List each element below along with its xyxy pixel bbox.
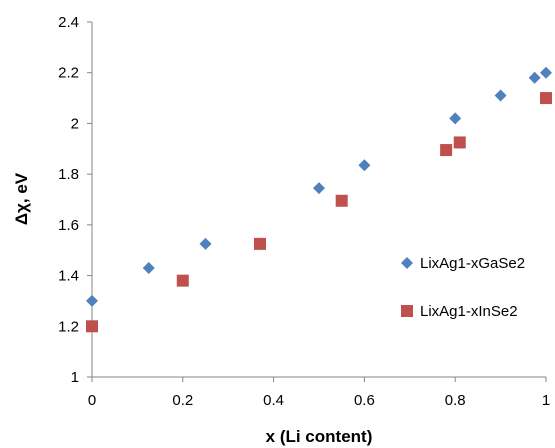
x-axis-title: x (Li content)	[266, 427, 373, 446]
y-tick-label: 1	[71, 369, 79, 386]
legend-marker-series-2	[401, 305, 413, 317]
y-tick-label: 2.2	[58, 65, 79, 82]
data-point-series-1	[494, 89, 507, 102]
legend-label-series-2: LixAg1-xInSe2	[420, 303, 518, 320]
y-axis-title: Δχ, eV	[12, 172, 31, 225]
data-point-series-1	[313, 182, 325, 195]
y-tick-label: 1.6	[58, 217, 79, 234]
data-point-series-1	[528, 71, 541, 84]
data-point-series-1	[449, 112, 462, 125]
data-point-series-1	[358, 159, 371, 172]
y-tick-label: 1.8	[58, 166, 79, 183]
x-tick-label: 0.2	[172, 392, 193, 409]
data-point-series-1	[199, 237, 212, 250]
data-point-series-2	[176, 274, 189, 287]
axes	[91, 22, 546, 378]
data-points	[86, 66, 552, 333]
data-point-series-2	[453, 136, 466, 149]
y-tick-label: 2	[71, 115, 79, 132]
data-point-series-2	[540, 92, 552, 105]
y-tick-label: 1.4	[58, 268, 79, 285]
x-tick-label: 0	[88, 392, 96, 409]
data-point-series-1	[142, 261, 155, 274]
data-point-series-2	[335, 194, 348, 207]
data-point-series-2	[253, 237, 266, 250]
legend-marker-series-1	[401, 257, 413, 269]
data-point-series-2	[440, 144, 453, 157]
y-tick-label: 1.2	[58, 318, 79, 335]
x-tick-label: 0.8	[445, 392, 466, 409]
legend-label-series-1: LixAg1-xGaSe2	[420, 255, 525, 272]
legend: LixAg1-xGaSe2 LixAg1-xInSe2	[401, 255, 525, 320]
x-tick-label: 0.6	[354, 392, 375, 409]
data-point-series-2	[86, 320, 98, 333]
x-axis-ticks: 0 0.2 0.4 0.6 0.8 1	[88, 377, 550, 409]
data-point-series-1	[86, 294, 98, 307]
y-tick-label: 2.4	[58, 14, 79, 31]
x-tick-label: 1	[542, 392, 550, 409]
y-axis-ticks: 1 1.2 1.4 1.6 1.8 2 2.2 2.4	[58, 14, 92, 386]
x-tick-label: 0.4	[263, 392, 284, 409]
data-point-series-1	[540, 66, 552, 79]
